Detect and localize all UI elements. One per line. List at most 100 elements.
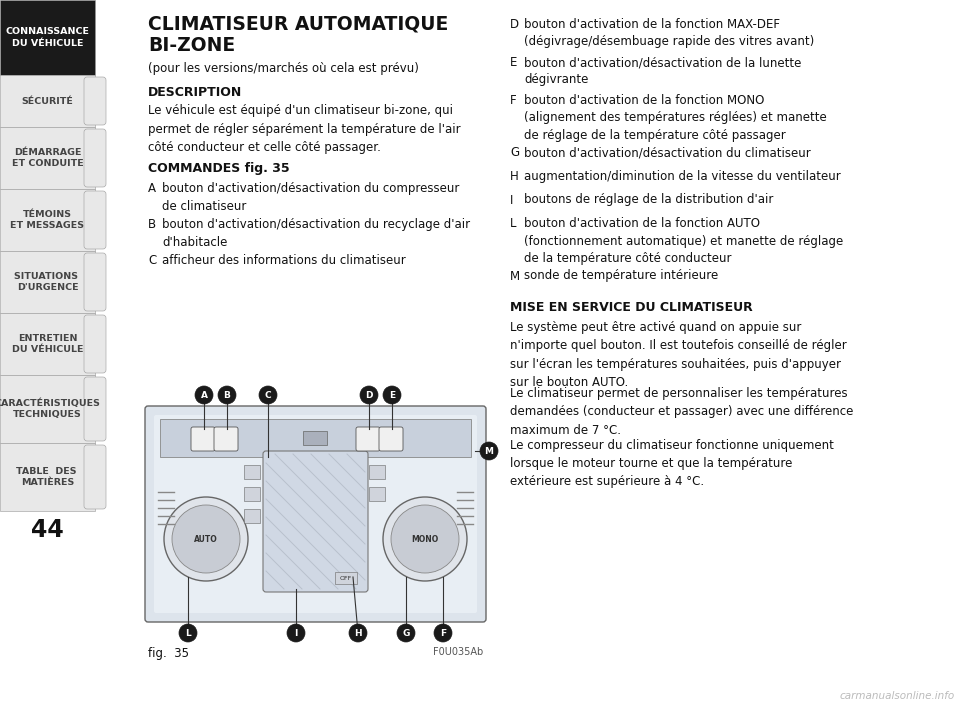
Circle shape xyxy=(179,624,197,642)
Circle shape xyxy=(434,624,452,642)
Text: MONO: MONO xyxy=(412,535,439,544)
Text: COMMANDES fig. 35: COMMANDES fig. 35 xyxy=(148,162,290,175)
Circle shape xyxy=(383,386,401,404)
FancyBboxPatch shape xyxy=(84,445,106,509)
Text: B: B xyxy=(224,391,230,399)
Circle shape xyxy=(360,386,378,404)
Text: CARACTÉRISTIQUES
TECHNIQUES: CARACTÉRISTIQUES TECHNIQUES xyxy=(0,398,101,419)
Circle shape xyxy=(218,386,236,404)
Text: bouton d'activation de la fonction MONO
(alignement des températures réglées) et: bouton d'activation de la fonction MONO … xyxy=(524,94,827,142)
Bar xyxy=(244,487,260,501)
Text: E: E xyxy=(510,56,517,69)
Text: CLIMATISEUR AUTOMATIQUE: CLIMATISEUR AUTOMATIQUE xyxy=(148,14,448,33)
Text: F: F xyxy=(440,628,446,637)
Circle shape xyxy=(397,624,415,642)
Text: C: C xyxy=(265,391,272,399)
FancyBboxPatch shape xyxy=(84,377,106,441)
Text: G: G xyxy=(510,147,519,160)
Text: Le climatiseur permet de personnaliser les températures
demandées (conducteur et: Le climatiseur permet de personnaliser l… xyxy=(510,387,853,437)
Bar xyxy=(160,419,471,457)
Text: D: D xyxy=(365,391,372,399)
Text: H: H xyxy=(354,628,362,637)
Text: TABLE  DES 
MATIÈRES: TABLE DES MATIÈRES xyxy=(15,467,80,487)
Bar xyxy=(0,0,95,75)
Text: B: B xyxy=(148,218,156,231)
FancyBboxPatch shape xyxy=(214,427,238,451)
Text: M: M xyxy=(510,269,520,282)
Text: Le système peut être activé quand on appuie sur
n'importe quel bouton. Il est to: Le système peut être activé quand on app… xyxy=(510,321,847,389)
Bar xyxy=(0,251,95,313)
Circle shape xyxy=(391,505,459,573)
FancyBboxPatch shape xyxy=(356,427,380,451)
Bar xyxy=(0,127,95,189)
Text: E: E xyxy=(389,391,396,399)
FancyBboxPatch shape xyxy=(84,315,106,373)
Text: BI-ZONE: BI-ZONE xyxy=(148,36,235,55)
Text: bouton d'activation de la fonction MAX-DEF
(dégivrage/désembuage rapide des vitr: bouton d'activation de la fonction MAX-D… xyxy=(524,18,814,48)
Bar xyxy=(0,75,95,127)
Circle shape xyxy=(172,505,240,573)
Text: bouton d'activation/désactivation du climatiseur: bouton d'activation/désactivation du cli… xyxy=(524,147,811,160)
FancyBboxPatch shape xyxy=(145,406,486,622)
FancyBboxPatch shape xyxy=(379,427,403,451)
Text: A: A xyxy=(201,391,207,399)
Text: F: F xyxy=(510,94,516,107)
Text: ENTRETIEN
DU VÉHICULE: ENTRETIEN DU VÉHICULE xyxy=(12,334,84,354)
Bar xyxy=(303,431,327,445)
Text: DÉMARRAGE
ET CONDUITE: DÉMARRAGE ET CONDUITE xyxy=(12,148,84,168)
Text: L: L xyxy=(185,628,191,637)
Bar xyxy=(335,572,357,584)
Text: I: I xyxy=(295,628,298,637)
Text: L: L xyxy=(510,217,516,230)
FancyBboxPatch shape xyxy=(263,451,368,592)
FancyBboxPatch shape xyxy=(84,77,106,125)
Text: M: M xyxy=(485,447,493,455)
Text: A: A xyxy=(148,182,156,195)
Text: TÉMOINS
ET MESSAGES: TÉMOINS ET MESSAGES xyxy=(11,210,84,230)
Text: bouton d'activation/désactivation du recyclage d'air
d'habitacle: bouton d'activation/désactivation du rec… xyxy=(162,218,470,248)
Bar xyxy=(0,443,95,511)
Text: SÉCURITÉ: SÉCURITÉ xyxy=(21,96,73,106)
Circle shape xyxy=(287,624,305,642)
Circle shape xyxy=(164,497,248,581)
Text: bouton d'activation/désactivation de la lunette
dégivrante: bouton d'activation/désactivation de la … xyxy=(524,56,802,86)
Text: AUTO: AUTO xyxy=(194,535,218,544)
Text: carmanualsonline.info: carmanualsonline.info xyxy=(840,691,955,701)
Text: afficheur des informations du climatiseur: afficheur des informations du climatiseu… xyxy=(162,254,406,267)
Text: D: D xyxy=(510,18,519,31)
Text: H: H xyxy=(510,170,518,183)
FancyBboxPatch shape xyxy=(84,191,106,249)
Text: augmentation/diminution de la vitesse du ventilateur: augmentation/diminution de la vitesse du… xyxy=(524,170,841,183)
Circle shape xyxy=(480,442,498,460)
Bar xyxy=(369,487,385,501)
Text: F0U035Ab: F0U035Ab xyxy=(433,647,483,657)
Text: (pour les versions/marchés où cela est prévu): (pour les versions/marchés où cela est p… xyxy=(148,62,419,75)
Text: Le compresseur du climatiseur fonctionne uniquement
lorsque le moteur tourne et : Le compresseur du climatiseur fonctionne… xyxy=(510,438,834,489)
Text: CONNAISSANCE
DU VÉHICULE: CONNAISSANCE DU VÉHICULE xyxy=(6,28,89,48)
Text: SITUATIONS 
D'URGENCE: SITUATIONS D'URGENCE xyxy=(13,272,82,292)
FancyBboxPatch shape xyxy=(84,129,106,187)
Text: MISE EN SERVICE DU CLIMATISEUR: MISE EN SERVICE DU CLIMATISEUR xyxy=(510,301,753,314)
Bar xyxy=(0,375,95,443)
Circle shape xyxy=(383,497,467,581)
Circle shape xyxy=(195,386,213,404)
Text: G: G xyxy=(402,628,410,637)
Text: bouton d'activation/désactivation du compresseur
de climatiseur: bouton d'activation/désactivation du com… xyxy=(162,182,460,213)
Text: boutons de réglage de la distribution d'air: boutons de réglage de la distribution d'… xyxy=(524,194,774,206)
Text: I: I xyxy=(510,194,514,206)
Bar xyxy=(244,509,260,523)
Bar xyxy=(0,313,95,375)
Text: Le véhicule est équipé d'un climatiseur bi-zone, qui
permet de régler séparément: Le véhicule est équipé d'un climatiseur … xyxy=(148,104,461,154)
FancyBboxPatch shape xyxy=(84,253,106,311)
Bar xyxy=(0,189,95,251)
Text: sonde de température intérieure: sonde de température intérieure xyxy=(524,269,718,282)
Bar xyxy=(244,465,260,479)
Text: DESCRIPTION: DESCRIPTION xyxy=(148,86,242,99)
FancyBboxPatch shape xyxy=(154,415,477,613)
FancyBboxPatch shape xyxy=(191,427,215,451)
Text: OFF: OFF xyxy=(340,576,352,581)
Text: C: C xyxy=(148,254,156,267)
Text: bouton d'activation de la fonction AUTO
(fonctionnement automatique) et manette : bouton d'activation de la fonction AUTO … xyxy=(524,217,843,265)
Circle shape xyxy=(259,386,277,404)
Text: 44: 44 xyxy=(31,518,64,542)
